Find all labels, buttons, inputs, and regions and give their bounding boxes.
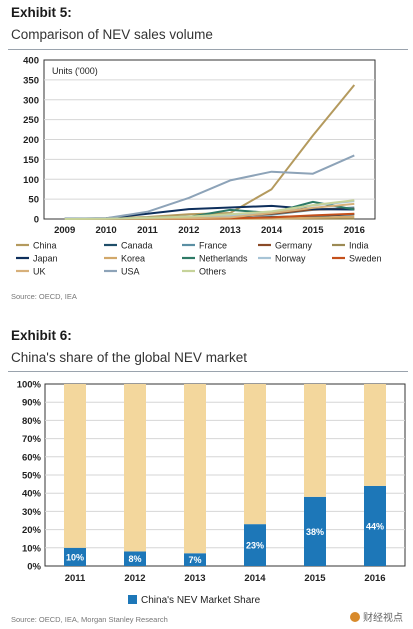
y-tick-label: 30%: [22, 507, 42, 518]
y-tick-label: 300: [23, 95, 39, 106]
legend-label-japan: Japan: [33, 254, 58, 264]
x-tick-label: 2014: [244, 573, 266, 584]
bar-china-share: [124, 551, 146, 566]
wechat-logo-icon: [350, 612, 360, 622]
legend-label-canada: Canada: [121, 241, 153, 251]
x-tick-label: 2012: [178, 225, 199, 236]
bar-data-label: 8%: [128, 554, 141, 564]
x-tick-label: 2014: [261, 225, 283, 236]
legend-label-uk: UK: [33, 267, 46, 277]
legend-label-china-share: China's NEV Market Share: [141, 595, 261, 606]
bar-rest-of-world: [304, 384, 326, 497]
exhibit5-title: Comparison of NEV sales volume: [11, 27, 213, 42]
legend-label-usa: USA: [121, 267, 140, 277]
legend-label-netherlands: Netherlands: [199, 254, 248, 264]
china-share-bar-chart: 0% 10% 20% 30% 40% 50% 60% 70% 80% 90% 100% 10% 8% 7…: [17, 380, 406, 606]
x-tick-label: 2011: [137, 225, 158, 236]
legend-label-china: China: [33, 241, 57, 251]
x-tick-label: 2013: [184, 573, 205, 584]
x-tick-label: 2015: [302, 225, 324, 236]
bar-data-label: 7%: [188, 555, 201, 565]
legend-label-korea: Korea: [121, 254, 145, 264]
y-tick-label: 400: [23, 56, 39, 67]
x-tick-label: 2013: [220, 225, 241, 236]
watermark: 财经视点: [346, 608, 407, 625]
legend-label-germany: Germany: [275, 241, 313, 251]
y-tick-label: 70%: [22, 434, 42, 445]
legend-swatch-china-share: [128, 595, 137, 604]
exhibit6-divider: [8, 371, 408, 372]
series-line-usa: [64, 154, 355, 220]
y-tick-label: 250: [23, 115, 39, 126]
y-tick-label: 20%: [22, 525, 42, 536]
x-tick-label: 2012: [124, 573, 145, 584]
y-tick-label: 100: [23, 175, 39, 186]
exhibit6-title: China's share of the global NEV market: [11, 350, 247, 365]
watermark-text: 财经视点: [363, 613, 403, 624]
x-tick-label: 2011: [65, 573, 86, 584]
y-tick-label: 50%: [22, 471, 42, 482]
exhibit6-source: Source: OECD, IEA, Morgan Stanley Resear…: [11, 615, 168, 624]
legend-label-others: Others: [199, 267, 227, 277]
y-tick-label: 200: [23, 135, 39, 146]
legend-label-norway: Norway: [275, 254, 306, 264]
exhibit6-label: Exhibit 6:: [11, 328, 72, 343]
y-tick-label: 60%: [22, 452, 42, 463]
y-tick-label: 90%: [22, 398, 42, 409]
bar-rest-of-world: [64, 384, 86, 548]
bar-china-share: [364, 485, 386, 566]
legend-label-france: France: [199, 241, 227, 251]
nev-sales-line-chart: 0 50 100 150 200 250 300 350 400 2009 2010 2011 201…: [16, 56, 382, 277]
y-tick-label: 40%: [22, 489, 42, 500]
bar-china-share: [304, 496, 326, 566]
bar-rest-of-world: [124, 384, 146, 552]
bar-data-label: 44%: [366, 521, 384, 531]
bar-data-label: 23%: [246, 541, 264, 551]
y-tick-label: 50: [28, 195, 39, 206]
legend-label-india: India: [349, 241, 369, 251]
y-tick-label: 0%: [27, 562, 41, 573]
bar-data-label: 38%: [306, 527, 324, 537]
legend-label-sweden: Sweden: [349, 254, 382, 264]
y-axis-label: Units ('000): [52, 66, 98, 76]
exhibit5-source: Source: OECD, IEA: [11, 292, 77, 301]
x-tick-label: 2015: [304, 573, 326, 584]
bar-rest-of-world: [244, 384, 266, 525]
bar-china-share: [184, 553, 206, 566]
y-tick-label: 10%: [22, 543, 42, 554]
bar-rest-of-world: [364, 384, 386, 486]
x-tick-label: 2009: [54, 225, 75, 236]
exhibit5-label: Exhibit 5:: [11, 5, 72, 20]
bar-data-label: 10%: [66, 552, 84, 562]
x-tick-label: 2016: [364, 573, 385, 584]
bar-china-share: [244, 524, 266, 566]
x-tick-label: 2010: [95, 225, 116, 236]
exhibit5-divider: [8, 49, 408, 50]
y-tick-label: 350: [23, 75, 39, 86]
y-tick-label: 0: [34, 215, 39, 226]
x-tick-label: 2016: [344, 225, 365, 236]
y-tick-label: 80%: [22, 416, 42, 427]
bar-rest-of-world: [184, 384, 206, 554]
y-tick-label: 150: [23, 155, 39, 166]
y-tick-label: 100%: [17, 380, 42, 391]
bar-china-share: [64, 547, 86, 566]
series-line-others: [64, 199, 355, 220]
